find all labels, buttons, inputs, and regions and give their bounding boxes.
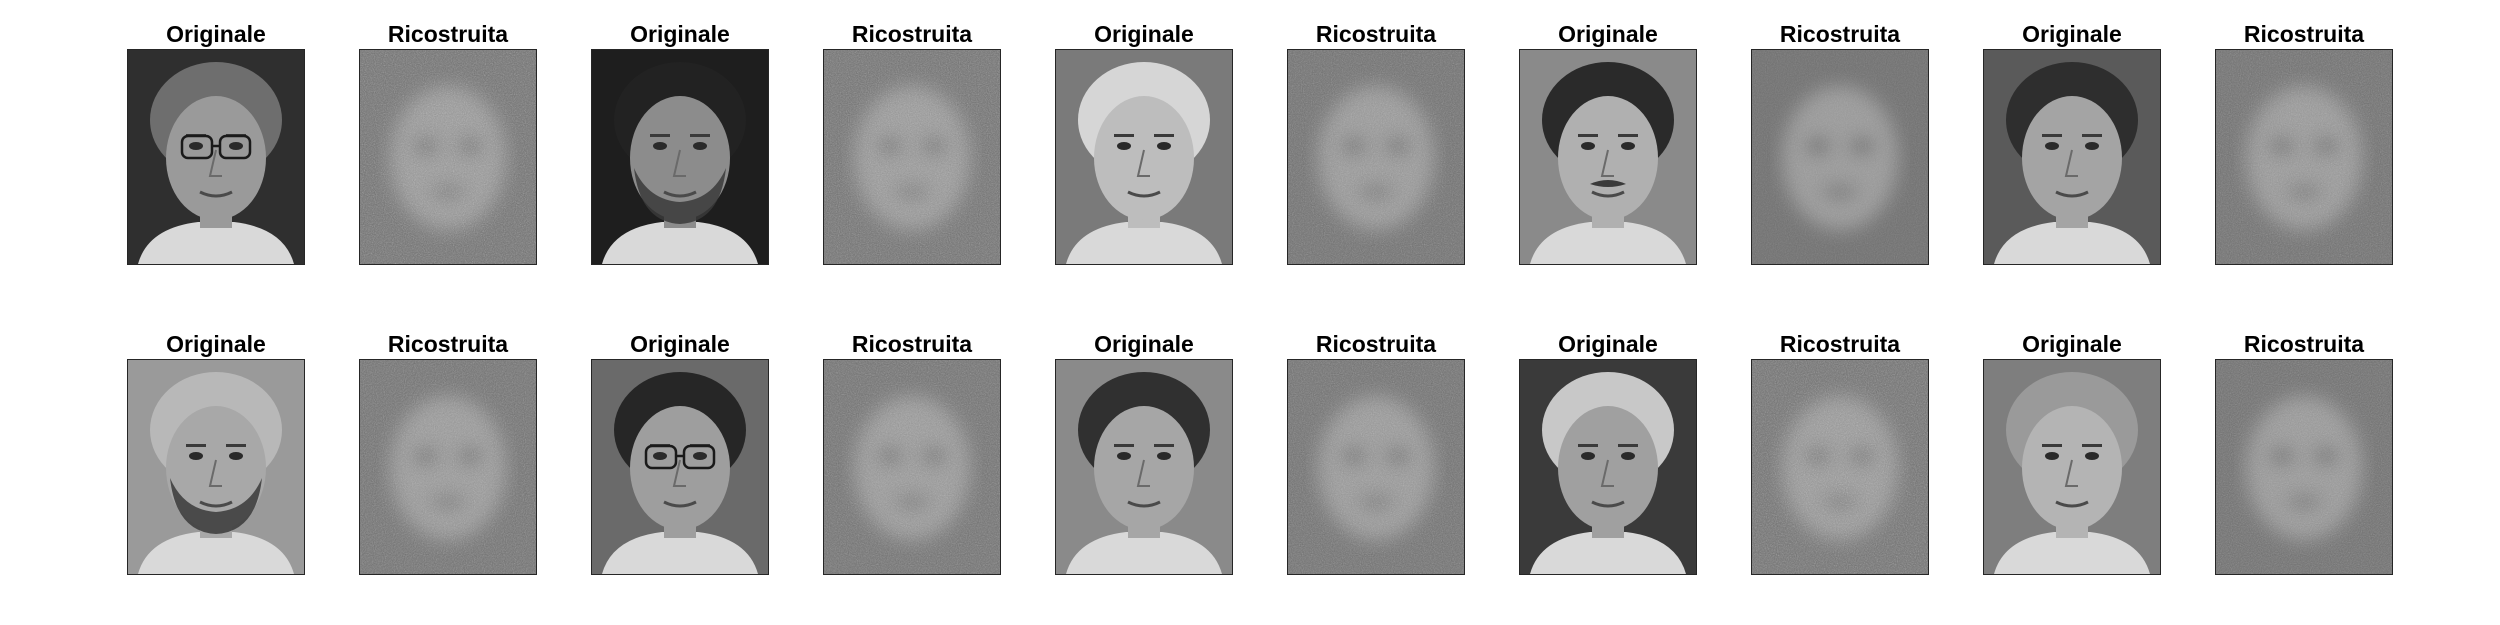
panel-title: Ricostruita [2243,21,2365,47]
panel-title: Ricostruita [2243,331,2365,357]
panel-title: Originale [2022,331,2122,357]
original-face-image [591,49,769,265]
reconstructed-face-image [359,359,537,575]
reconstructed-face-image [1287,359,1465,575]
panel-title: Originale [2022,21,2122,47]
reconstructed-face-image [1751,49,1929,265]
reconstructed-face-image [823,359,1001,575]
original-face-image [1983,49,2161,265]
panel-title: Ricostruita [387,331,509,357]
panel-title: Originale [1558,331,1658,357]
panel-title: Originale [630,331,730,357]
original-face-image [1519,49,1697,265]
reconstructed-face-image [1287,49,1465,265]
panel-title: Originale [166,21,266,47]
original-face-image [1983,359,2161,575]
original-face-image [591,359,769,575]
panel-title: Ricostruita [1779,331,1901,357]
panel-title: Originale [1094,21,1194,47]
reconstructed-face-image [823,49,1001,265]
panel-title: Ricostruita [851,331,973,357]
reconstructed-face-image [2215,49,2393,265]
original-face-image [127,49,305,265]
reconstructed-face-image [2215,359,2393,575]
original-face-image [127,359,305,575]
original-face-image [1519,359,1697,575]
panel-title: Originale [630,21,730,47]
panel-title: Ricostruita [851,21,973,47]
panel-title: Ricostruita [387,21,509,47]
panel-title: Ricostruita [1315,21,1437,47]
original-face-image [1055,359,1233,575]
reconstructed-face-image [1751,359,1929,575]
panel-title: Ricostruita [1779,21,1901,47]
panel-title: Originale [1094,331,1194,357]
panel-title: Ricostruita [1315,331,1437,357]
panel-title: Originale [1558,21,1658,47]
panel-title: Originale [166,331,266,357]
reconstructed-face-image [359,49,537,265]
original-face-image [1055,49,1233,265]
